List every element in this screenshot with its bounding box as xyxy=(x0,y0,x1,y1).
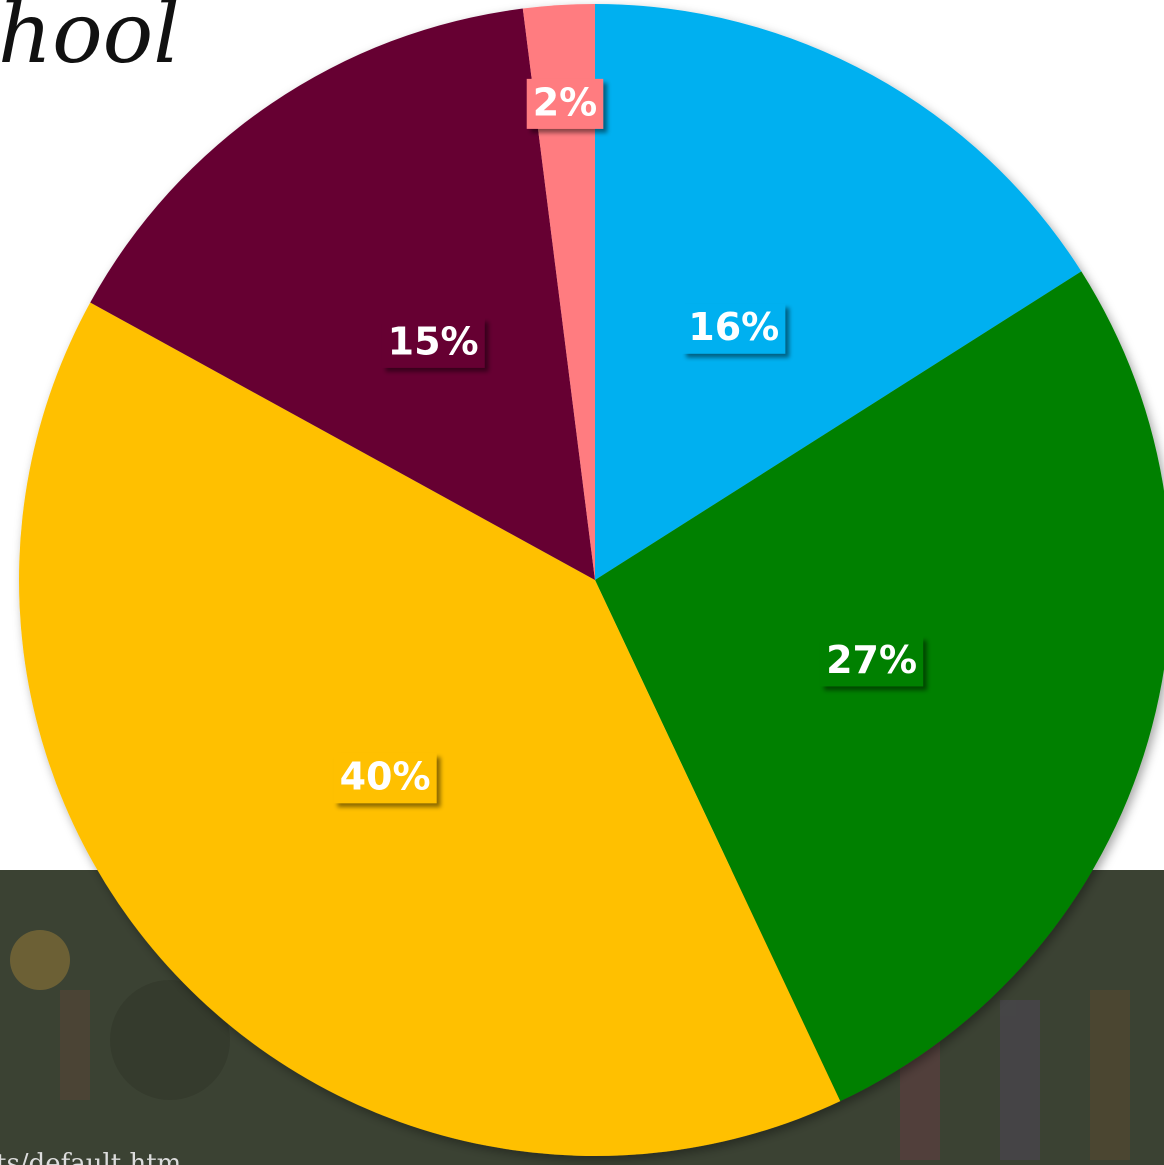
data-label: 40% xyxy=(340,755,431,799)
pie-slice xyxy=(595,4,1082,580)
data-label: 15% xyxy=(388,319,479,363)
banner-illustration xyxy=(10,930,1130,1160)
data-label-box xyxy=(333,753,437,804)
data-label-box xyxy=(682,303,786,354)
pie-slice xyxy=(522,4,595,580)
data-label-group: 27% xyxy=(820,636,924,687)
data-label: 16% xyxy=(688,305,779,349)
data-label-group: 40% xyxy=(333,753,437,804)
data-label: 2% xyxy=(533,80,598,124)
data-label: 27% xyxy=(826,638,917,682)
pie-slice xyxy=(90,8,596,581)
pie xyxy=(18,4,1164,1157)
footer-url: ts/default.htm xyxy=(0,1149,181,1165)
pie-slice xyxy=(18,302,841,1157)
data-label-box xyxy=(526,78,604,129)
data-label-box xyxy=(820,636,924,687)
data-label-group: 16% xyxy=(682,303,786,354)
data-label-group: 2% xyxy=(526,78,604,129)
slide-title: hool xyxy=(0,0,180,82)
pie-labels: 16% 27% 40% 15% 2% xyxy=(333,78,924,804)
data-label-group: 15% xyxy=(381,317,485,368)
data-label-box xyxy=(381,317,485,368)
